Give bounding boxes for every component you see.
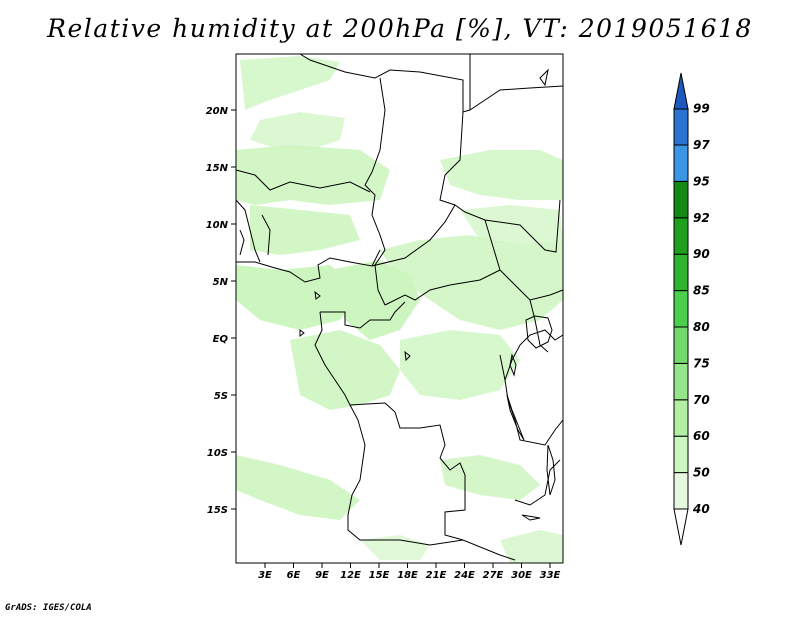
lat-tick-label: 20N (206, 106, 229, 117)
lat-tick-label: 10S (207, 448, 228, 459)
lat-tick-label: EQ (213, 334, 229, 345)
lat-tick-label: 5S (214, 391, 228, 402)
colorbar-label: 70 (693, 393, 710, 407)
map-frame (235, 53, 564, 564)
lon-tick-label: 15E (369, 570, 390, 581)
map-title: Relative humidity at 200hPa [%], VT: 201… (47, 14, 753, 43)
lon-tick-label: 3E (258, 570, 272, 581)
colorbar-segment (673, 253, 689, 292)
colorbar-label: 50 (693, 466, 710, 480)
colorbar-segment (673, 217, 689, 255)
country-borders (235, 53, 564, 561)
lon-tick-label: 30E (511, 570, 532, 581)
colorbar-segment (673, 399, 689, 437)
colorbar-segment (673, 108, 689, 146)
lon-tick-label: 21E (426, 570, 447, 581)
colorbar-label: 97 (693, 138, 710, 152)
colorbar-segment (673, 290, 689, 328)
colorbar-segment (673, 326, 689, 364)
colorbar-max-arrow (673, 72, 689, 110)
colorbar-segment (673, 435, 689, 474)
lat-tick-label: 15S (207, 505, 228, 516)
colorbar-label: 80 (693, 320, 710, 334)
lat-tick-label: 10N (206, 220, 229, 231)
humidity-shading (236, 56, 563, 563)
colorbar-min-arrow (673, 508, 689, 546)
lat-tick-label: 5N (213, 277, 229, 288)
lon-tick-label: 18E (397, 570, 418, 581)
colorbar-segment (673, 472, 689, 510)
credit-label: GrADS: IGES/COLA (5, 603, 92, 613)
lon-tick-label: 12E (340, 570, 361, 581)
colorbar-label: 95 (693, 174, 710, 188)
colorbar-label: 92 (693, 211, 710, 225)
colorbar-segment (673, 362, 689, 401)
lon-tick-label: 6E (287, 570, 301, 581)
colorbar-label: 85 (693, 284, 710, 298)
lon-tick-label: 33E (540, 570, 561, 581)
colorbar-label: 99 (693, 102, 710, 116)
colorbar-label: 60 (693, 429, 710, 443)
colorbar: 40 50 60 70 75 80 85 90 92 95 97 99 (673, 72, 710, 546)
colorbar-label: 75 (693, 356, 710, 370)
longitude-axis: 3E 6E 9E 12E 15E 18E 21E 24E 27E 30E 33E (258, 563, 561, 581)
colorbar-label: 90 (693, 247, 710, 261)
colorbar-label: 40 (692, 502, 710, 516)
lon-tick-label: 27E (483, 570, 504, 581)
lon-tick-label: 9E (315, 570, 329, 581)
lon-tick-label: 24E (454, 570, 475, 581)
latitude-axis: 20N 15N 10N 5N EQ 5S 10S 15S (206, 106, 236, 516)
lakes (299, 68, 556, 521)
colorbar-segment (673, 180, 689, 219)
colorbar-segment (673, 144, 689, 182)
lat-tick-label: 15N (206, 163, 229, 174)
